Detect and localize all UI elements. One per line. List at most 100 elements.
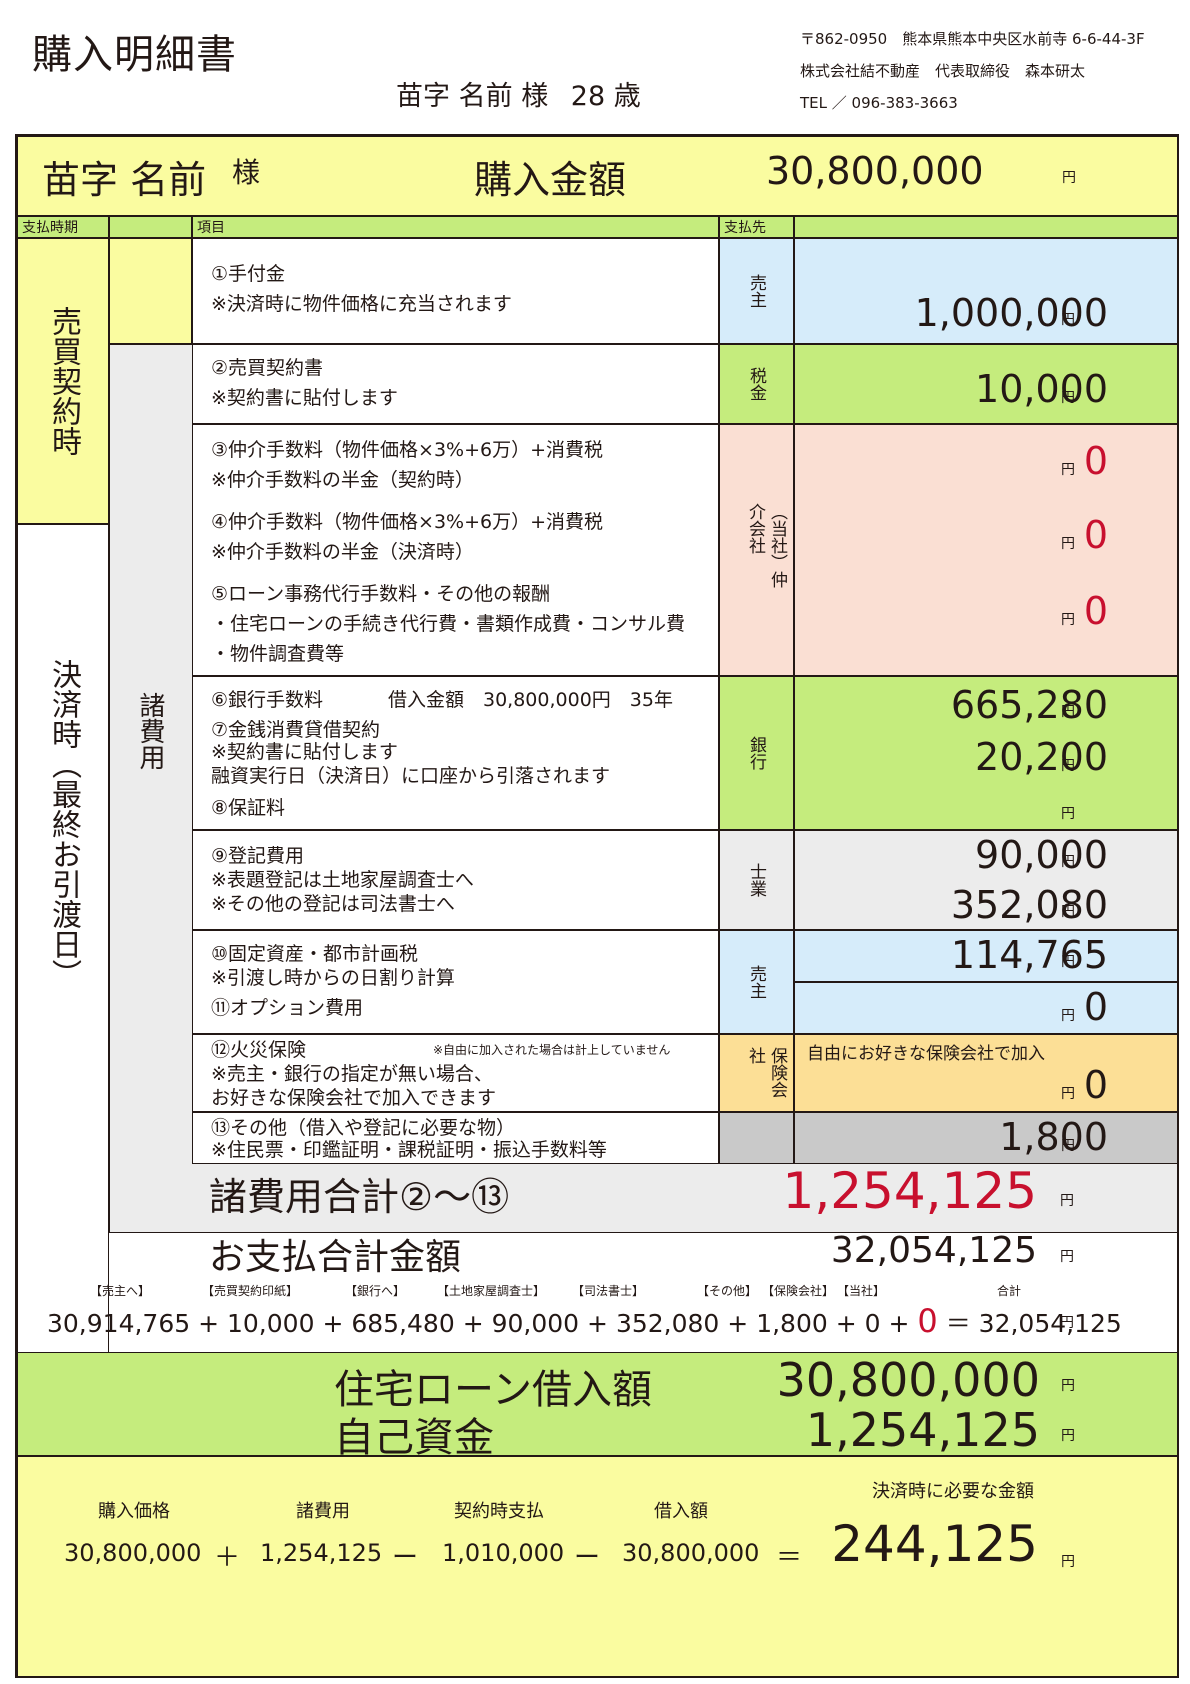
row-13-item: ⑬その他（借入や登記に必要な物） ※住民票・印鑑証明・課税証明・振込手数料等	[192, 1112, 719, 1164]
breakdown-value-bank: 685,480	[351, 1309, 455, 1338]
row-5-line2: ・住宅ローンの手続き代行費・書類作成費・コンサル費	[211, 613, 686, 635]
plus-sign: +	[835, 1309, 857, 1338]
row-7-yen: 円	[1061, 758, 1075, 774]
row-5-yen: 円	[1061, 612, 1075, 628]
row-12-item: ⑫火災保険 ※自由に加入された場合は計上していません ※売主・銀行の指定が無い場…	[192, 1034, 719, 1112]
breakdown-value-other: 1,800	[756, 1309, 828, 1338]
document-title: 購入明細書	[32, 32, 237, 78]
misc-total-yen: 円	[1060, 1193, 1074, 1209]
final-label-contract-payment: 契約時支払	[454, 1501, 544, 1522]
breakdown-tag-insurance: 【保険会社】	[762, 1284, 835, 1298]
plus-sign: +	[587, 1309, 608, 1338]
header-name: 苗字 名前	[42, 158, 207, 202]
row-10-yen: 円	[1061, 954, 1075, 970]
row-3-5-item: ③仲介手数料（物件価格×3%+6万）+消費税 ※仲介手数料の半金（契約時） ④仲…	[192, 424, 719, 676]
loan-yen: 円	[1061, 1378, 1075, 1394]
customer-age: 28 歳	[570, 81, 641, 112]
row-3-5-amount-cell: 0 円 0 円 0 円	[794, 424, 1177, 676]
row-6-8-item: ⑥銀行手数料 借入金額 30,800,000円 35年 ⑦金銭消費貸借契約 ※契…	[192, 676, 719, 830]
row-6-amount: 665,280	[950, 683, 1108, 727]
row-12-amount: 0	[1083, 1063, 1108, 1107]
final-value-loan: 30,800,000	[622, 1539, 760, 1567]
col-amount	[794, 216, 1177, 238]
final-result: 244,125	[831, 1515, 1038, 1573]
row-9-line1: ⑨登記費用	[211, 845, 305, 867]
row-1-line2: ※決済時に物件価格に充当されます	[211, 293, 512, 315]
row-4-yen: 円	[1061, 536, 1075, 552]
row-13-line2: ※住民票・印鑑証明・課税証明・振込手数料等	[211, 1139, 607, 1161]
final-label-misc: 諸費用	[296, 1501, 350, 1522]
breakdown-tag-total: 合計	[997, 1284, 1022, 1298]
row-1-amount: 1,000,000	[914, 291, 1108, 335]
row-7-line2: ※契約書に貼付します	[211, 741, 398, 763]
row-12-note: ※自由に加入された場合は計上していません	[433, 1043, 671, 1057]
breakdown-tag-bank: 【銀行へ】	[345, 1284, 406, 1298]
statement-table: 苗字 名前 様 購入金額 30,800,000 円 支払時期 項目 支払先 売買…	[15, 134, 1179, 1678]
row-12-line3: お好きな保険会社で加入できます	[211, 1087, 497, 1109]
final-op-equals: ＝	[776, 1543, 803, 1573]
row-9-line3: ※その他の登記は司法書士へ	[211, 893, 455, 915]
row-6-loan: 借入金額 30,800,000円 35年	[388, 689, 673, 711]
row-5-amount: 0	[1083, 589, 1108, 633]
row-10-line2: ※引渡し時からの日割り計算	[211, 967, 455, 989]
row-7-line1: ⑦金銭消費貸借契約	[211, 719, 381, 741]
row-11-amount-cell: 0 円	[794, 982, 1177, 1034]
row-12-payee-label: 保険会社	[745, 1047, 787, 1098]
final-value-misc: 1,254,125	[260, 1539, 383, 1567]
row-5-line3: ・物件調査費等	[211, 643, 345, 665]
payment-total-label: お支払合計金額	[209, 1237, 462, 1278]
row-9-item: ⑨登記費用 ※表題登記は土地家屋調査士へ ※その他の登記は司法書士へ	[192, 830, 719, 930]
row-1-yen: 円	[1061, 312, 1075, 328]
row-9-payee: 士業	[719, 830, 794, 930]
payment-total-amount: 32,054,125	[830, 1230, 1037, 1271]
row-3-line1: ③仲介手数料（物件価格×3%+6万）+消費税	[211, 439, 604, 461]
row-1-item: ①手付金 ※決済時に物件価格に充当されます	[192, 238, 719, 344]
plus-sign: +	[462, 1309, 484, 1338]
final-op-minus: ー	[574, 1543, 601, 1573]
row-13-line1: ⑬その他（借入や登記に必要な物）	[211, 1117, 516, 1139]
row-5-line1: ⑤ローン事務代行手数料・その他の報酬	[211, 583, 551, 605]
row-2-line2: ※契約書に貼付します	[211, 387, 398, 409]
own-funds-label: 自己資金	[334, 1415, 494, 1461]
row-12-line1: ⑫火災保険	[211, 1039, 307, 1061]
final-result-label: 決済時に必要な金額	[872, 1481, 1034, 1502]
row-2-payee: 税金	[719, 344, 794, 424]
final-value-contract-payment: 1,010,000	[442, 1539, 565, 1567]
breakdown-formula: 30,914,765 + 10,000 + 685,480 + 90,000 +…	[47, 1302, 1122, 1340]
row-12-amount-cell: 自由にお好きな保険会社で加入 0 円	[794, 1034, 1177, 1112]
breakdown-value-seller: 30,914,765	[47, 1309, 191, 1338]
row-1-amount-cell: 1,000,000 円	[794, 238, 1177, 344]
header-amount: 30,800,000	[766, 149, 984, 193]
plus-sign: +	[727, 1309, 749, 1338]
row-9-yen-b: 円	[1061, 904, 1075, 920]
row-10-11-payee: 売主	[719, 930, 794, 1034]
row-9-line2: ※表題登記は土地家屋調査士へ	[211, 869, 474, 891]
row-2-line1: ②売買契約書	[211, 357, 324, 379]
final-op-minus: ー	[392, 1543, 419, 1573]
row-6-line: ⑥銀行手数料	[211, 689, 324, 711]
header-yen: 円	[1062, 170, 1076, 186]
final-label-price: 購入価格	[98, 1501, 170, 1522]
row-7-amount: 20,200	[975, 735, 1108, 779]
company-address: 〒862-0950 熊本県熊本中央区水前寺 6-6-44-3F	[800, 30, 1145, 48]
final-yen: 円	[1061, 1554, 1075, 1570]
row-1-payee: 売主	[719, 238, 794, 344]
customer-honorific: 様	[521, 81, 549, 112]
final-label-loan: 借入額	[654, 1501, 708, 1522]
row-7-line3: 融資実行日（決済日）に口座から引落されます	[211, 765, 611, 787]
customer-line: 苗字 名前 様 28 歳	[396, 74, 641, 113]
row-3-yen: 円	[1061, 462, 1075, 478]
misc-total-amount: 1,254,125	[782, 1162, 1037, 1220]
customer-name: 苗字 名前	[396, 81, 513, 112]
purchase-header: 苗字 名前 様 購入金額 30,800,000 円	[17, 136, 1177, 216]
row-2-item: ②売買契約書 ※契約書に貼付します	[192, 344, 719, 424]
row-3-5-payee-label: 仲介会社	[745, 503, 787, 588]
row-9-amount-b: 352,080	[950, 883, 1108, 927]
row-12-yen: 円	[1061, 1086, 1075, 1102]
period-contract: 売買契約時	[17, 238, 109, 524]
row-2-amount-cell: 10,000 円	[794, 344, 1177, 424]
plus-sign: +	[198, 1309, 220, 1338]
row-4-line2: ※仲介手数料の半金（決済時）	[211, 541, 474, 563]
row-3-line2: ※仲介手数料の半金（契約時）	[211, 469, 474, 491]
plus-sign: +	[888, 1309, 910, 1338]
